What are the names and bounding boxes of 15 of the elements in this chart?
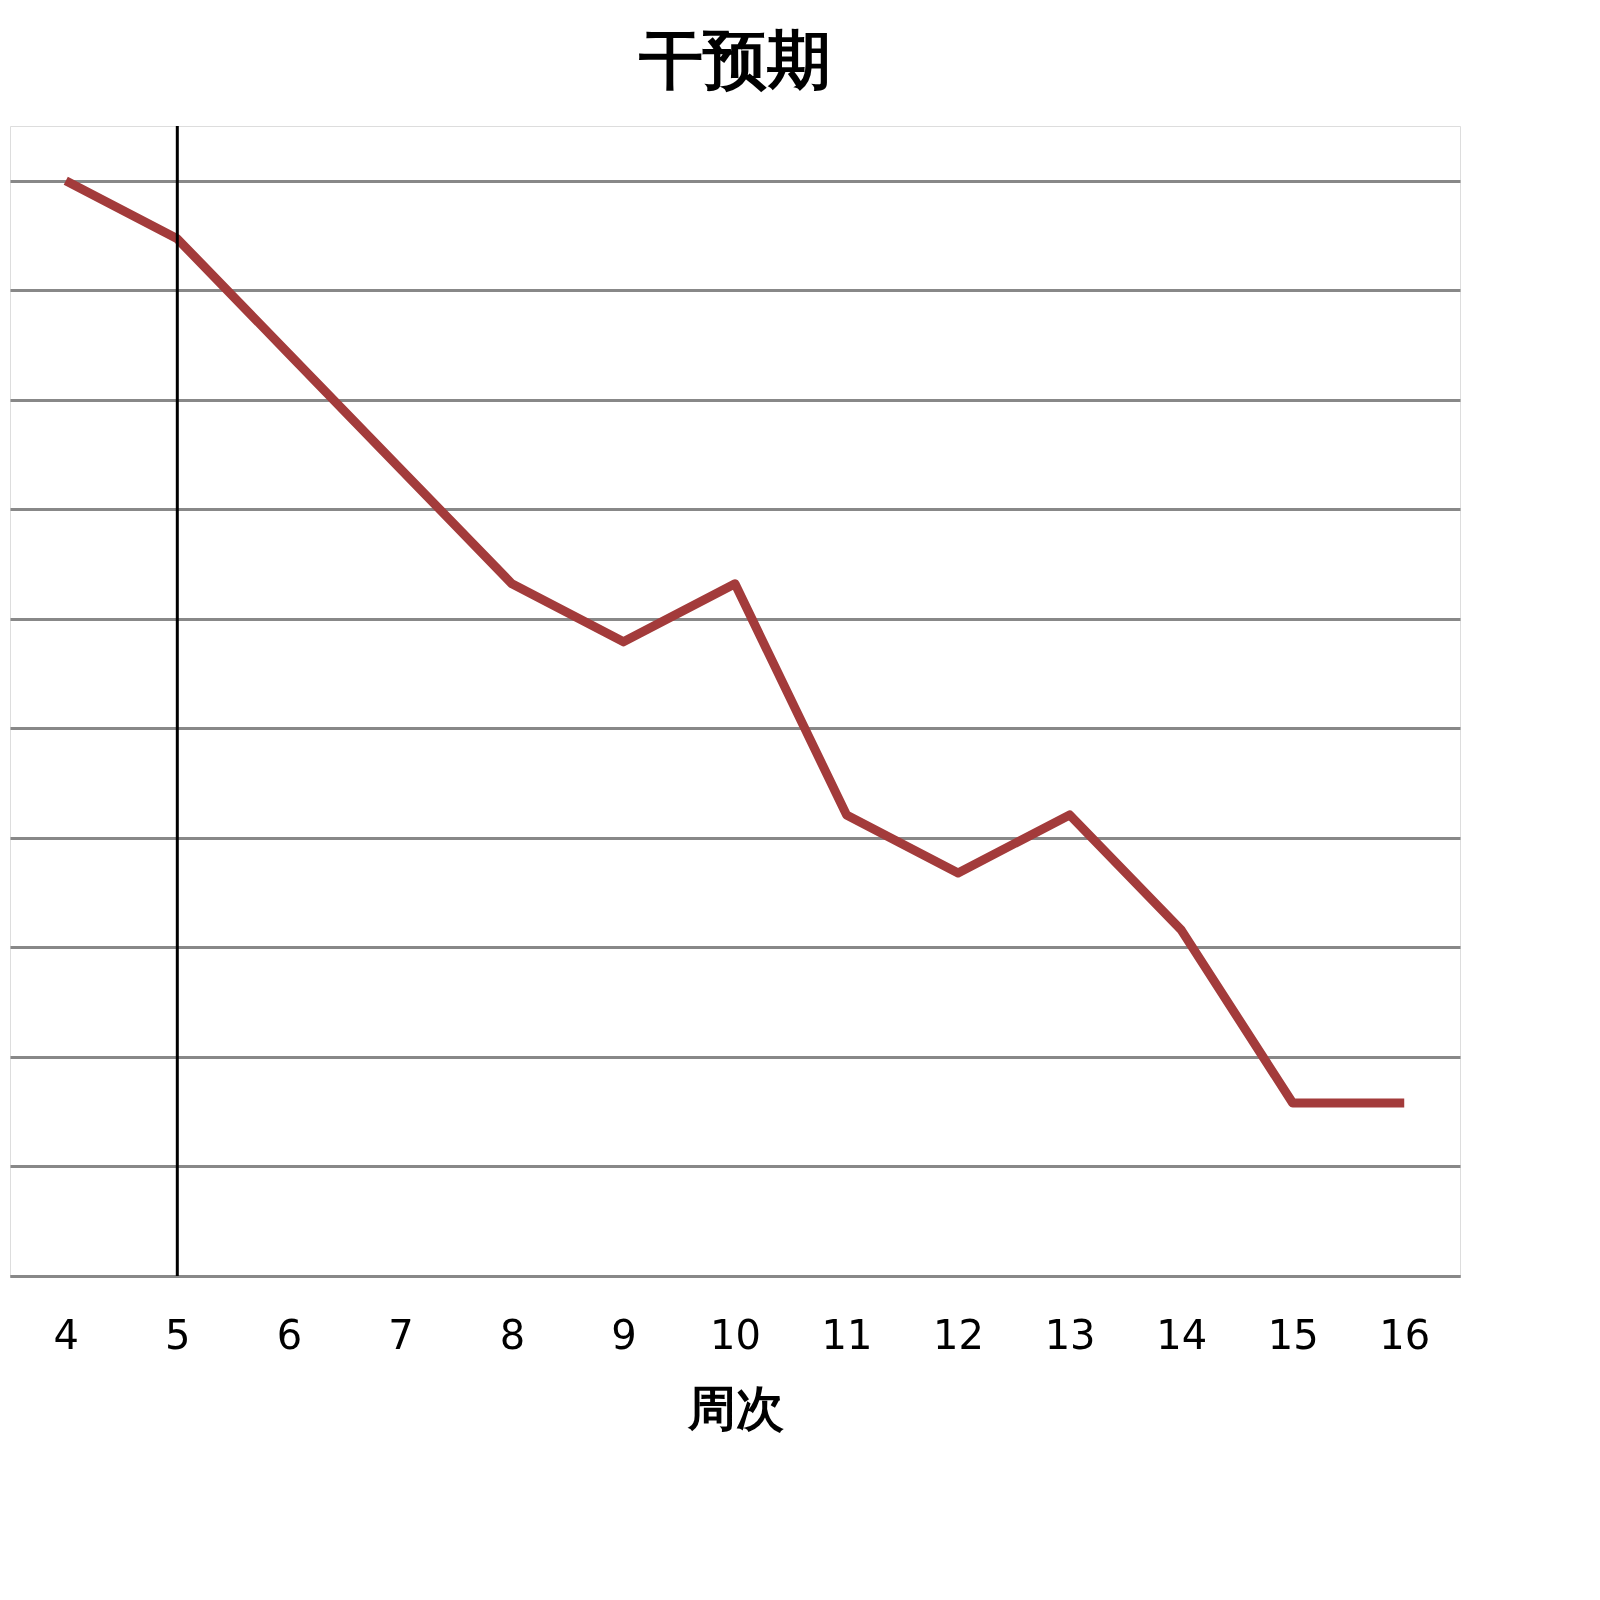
x-tick-label: 5 — [165, 1311, 191, 1358]
x-tick-label: 15 — [1267, 1311, 1319, 1358]
x-tick-label: 10 — [710, 1311, 761, 1358]
x-tick-label: 14 — [1156, 1311, 1208, 1358]
x-tick-label: 8 — [499, 1311, 526, 1358]
x-tick-label: 6 — [276, 1311, 303, 1358]
x-tick-label: 9 — [611, 1311, 637, 1358]
x-tick-label: 12 — [933, 1311, 985, 1358]
chart-title: 干预期 — [639, 22, 831, 97]
x-tick-label: 16 — [1379, 1311, 1431, 1358]
x-tick-label: 13 — [1044, 1311, 1096, 1358]
x-axis-title: 周次 — [686, 1379, 784, 1436]
x-tick-label: 4 — [53, 1311, 79, 1358]
x-tick-label: 7 — [388, 1311, 414, 1358]
x-tick-label: 11 — [821, 1311, 873, 1358]
